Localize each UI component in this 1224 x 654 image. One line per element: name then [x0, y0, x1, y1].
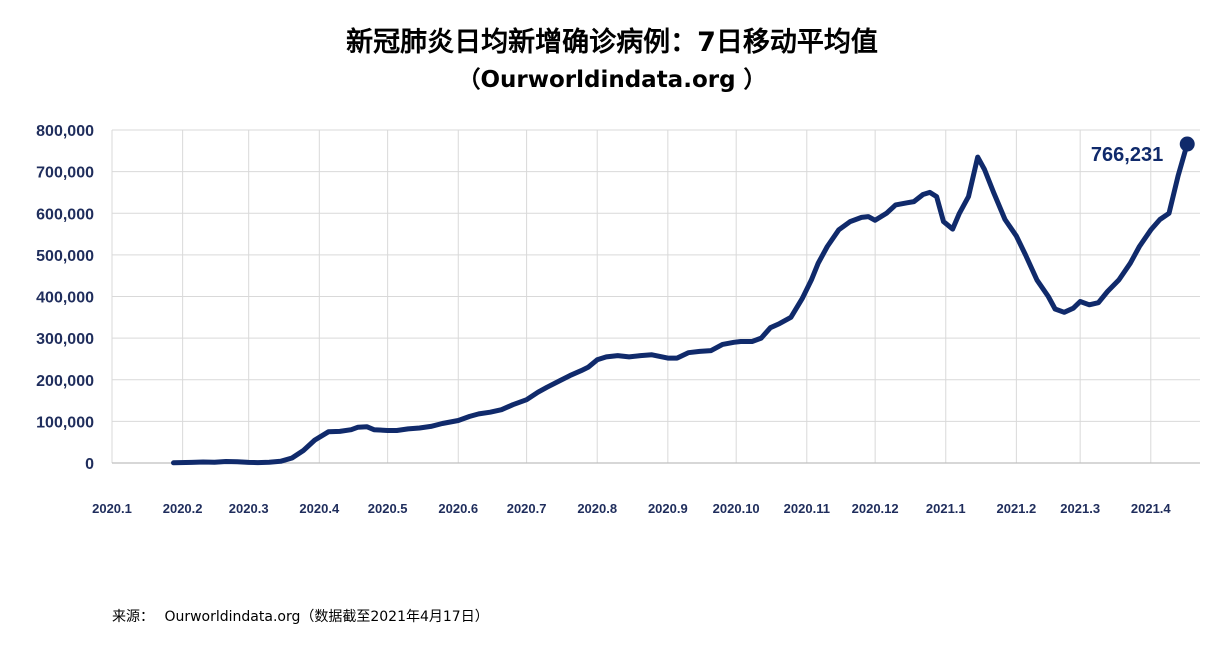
y-tick-label: 200,000 — [36, 373, 94, 390]
y-tick-label: 100,000 — [36, 414, 94, 431]
x-tick-label: 2020.4 — [299, 501, 340, 516]
chart-title: 新冠肺炎日均新增确诊病例：7日移动平均值 — [346, 27, 878, 58]
source-note: 来源： Ourworldindata.org（数据截至2021年4月17日） — [112, 606, 495, 626]
y-tick-label: 700,000 — [36, 165, 94, 182]
x-tick-label: 2020.8 — [577, 501, 617, 516]
x-tick-label: 2020.2 — [163, 501, 203, 516]
y-tick-label: 800,000 — [36, 123, 94, 140]
x-tick-label: 2020.9 — [648, 501, 688, 516]
line-chart: 0 100,000 200,000 300,000 400,000 500,000 600,… — [36, 123, 1200, 516]
x-tick-label: 2021.3 — [1060, 501, 1100, 516]
x-tick-label: 2020.12 — [852, 501, 899, 516]
x-tick-label: 2020.3 — [229, 501, 269, 516]
x-tick-label: 2020.5 — [368, 501, 408, 516]
x-tick-label: 2020.11 — [784, 501, 830, 516]
y-tick-label: 400,000 — [36, 290, 94, 307]
y-tick-label: 300,000 — [36, 331, 94, 348]
x-tick-label: 2020.10 — [713, 501, 760, 516]
x-tick-label: 2021.2 — [996, 501, 1036, 516]
chart-subtitle: （Ourworldindata.org ） — [457, 67, 767, 93]
source-text: Ourworldindata.org（数据截至2021年4月17日） — [164, 609, 489, 625]
series-line — [171, 141, 1190, 466]
y-tick-label: 0 — [85, 456, 94, 473]
y-tick-label: 600,000 — [36, 206, 94, 223]
x-tick-label: 2020.1 — [92, 501, 132, 516]
end-value-label: 766,231 — [1091, 144, 1163, 166]
source-label: 来源： — [112, 609, 154, 625]
x-tick-label: 2020.6 — [438, 501, 478, 516]
y-tick-label: 500,000 — [36, 248, 94, 265]
end-point-marker — [1179, 136, 1195, 152]
x-tick-label: 2020.7 — [507, 501, 547, 516]
x-tick-label: 2021.4 — [1131, 501, 1172, 516]
x-tick-label: 2021.1 — [926, 501, 966, 516]
